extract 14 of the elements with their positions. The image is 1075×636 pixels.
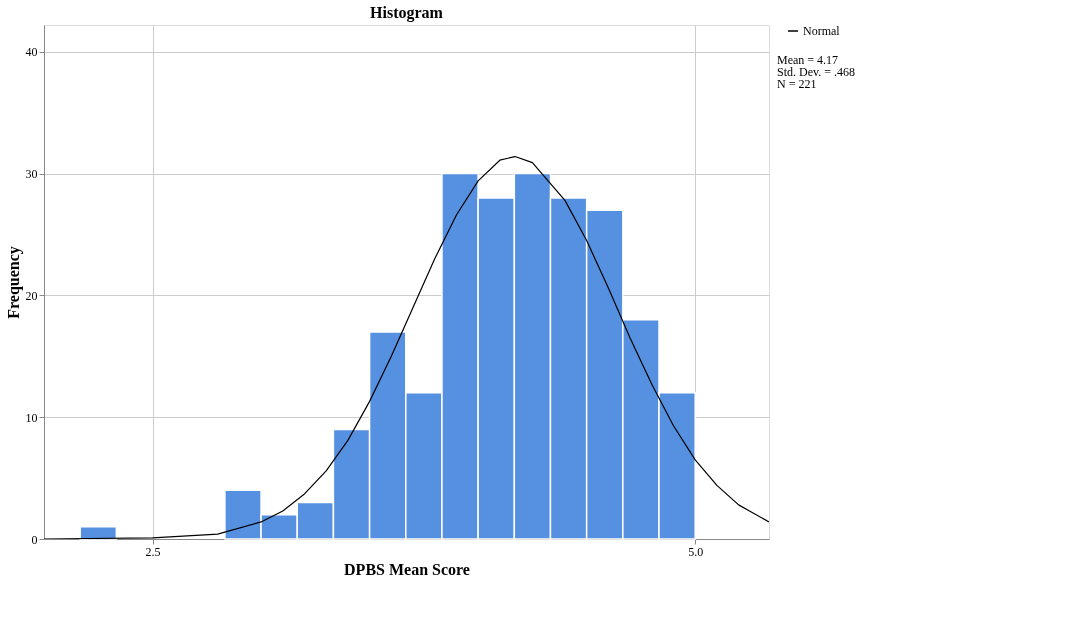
y-tick-label: 20	[25, 288, 38, 303]
x-axis-title: DPBS Mean Score	[344, 560, 470, 578]
chart-title: Histogram	[370, 4, 444, 22]
text: N = 221	[777, 77, 817, 91]
legend-label: Normal	[803, 24, 841, 38]
y-tick-label: 40	[25, 45, 38, 60]
y-axis-title: Frequency	[4, 246, 23, 319]
text: Mean = 4.17	[777, 53, 839, 67]
y-tick-label: 0	[31, 532, 38, 547]
y-tick-label: 30	[25, 167, 38, 182]
text: Std. Dev. = .468	[777, 65, 855, 79]
x-tick-label: 2.5	[145, 544, 161, 559]
x-tick-label: 5.0	[688, 544, 704, 559]
y-tick-label: 10	[25, 410, 38, 425]
